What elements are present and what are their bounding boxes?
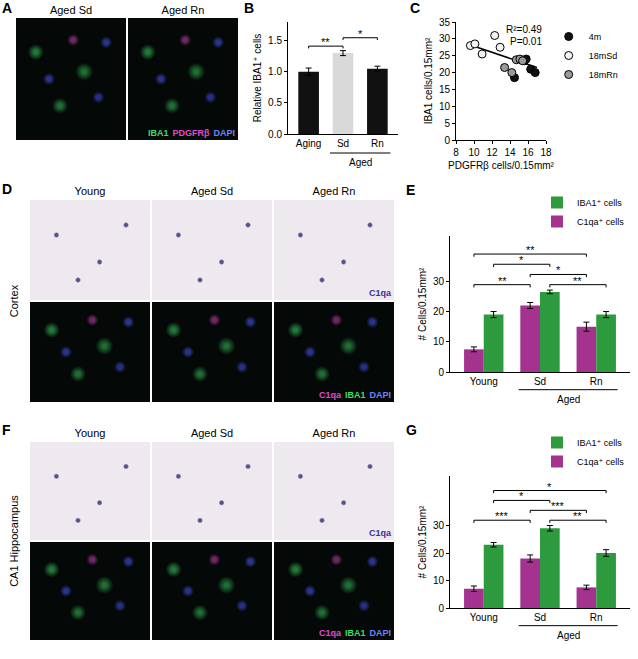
svg-text:**: ** (573, 275, 582, 287)
svg-text:Sd: Sd (534, 612, 546, 623)
svg-text:5: 5 (444, 118, 450, 129)
svg-text:1.0: 1.0 (268, 66, 282, 77)
svg-text:***: *** (495, 510, 509, 522)
html-text:C: C (410, 0, 421, 16)
svg-text:20: 20 (433, 548, 445, 559)
svg-text:30: 30 (433, 520, 445, 531)
html-text:Aged Sd: Aged Sd (190, 185, 234, 197)
svg-text:16: 16 (522, 147, 534, 158)
svg-text:Rn: Rn (590, 612, 603, 623)
svg-text:10: 10 (433, 336, 445, 347)
svg-text:IBA1⁺ cells: IBA1⁺ cells (577, 198, 622, 208)
svg-text:1.5: 1.5 (268, 35, 282, 46)
html-text:Young: Young (74, 185, 106, 197)
svg-text:Aged: Aged (557, 394, 580, 405)
svg-text:10: 10 (433, 575, 445, 586)
html-text:Aged Rn: Aged Rn (161, 4, 205, 16)
html-text:IBA1 PDGFRβ DAPI: IBA1 PDGFRβ DAPI (148, 128, 235, 138)
svg-text:**: ** (526, 244, 535, 256)
svg-text:Sd: Sd (534, 376, 546, 387)
html-text:E: E (406, 182, 416, 198)
svg-text:***: *** (551, 500, 565, 512)
svg-text:**: ** (498, 275, 507, 287)
svg-text:18mSd: 18mSd (589, 51, 618, 61)
svg-text:**: ** (321, 36, 330, 48)
svg-text:10: 10 (468, 147, 480, 158)
svg-text:IBA1 cells/0.15mm²: IBA1 cells/0.15mm² (423, 37, 434, 124)
html-text:Cortex: Cortex (8, 284, 20, 318)
svg-text:25: 25 (439, 50, 451, 61)
svg-text:Rn: Rn (371, 138, 384, 149)
svg-text:30: 30 (439, 33, 451, 44)
html-text:C1qa: C1qa (369, 288, 391, 298)
svg-text:*: * (547, 481, 552, 493)
svg-text:IBA1⁺ cells: IBA1⁺ cells (577, 438, 622, 448)
svg-text:*: * (519, 254, 524, 266)
svg-text:8: 8 (453, 147, 459, 158)
svg-text:*: * (358, 28, 363, 40)
html-text:Aged Rn: Aged Rn (312, 185, 356, 197)
svg-text:Aged: Aged (557, 630, 580, 641)
html-text:Aged Rn: Aged Rn (312, 427, 356, 439)
svg-text:*: * (556, 264, 561, 276)
svg-text:R²=0.49: R²=0.49 (506, 24, 542, 35)
svg-text:*: * (519, 490, 524, 502)
html-text:C1qa: C1qa (319, 390, 341, 400)
svg-text:35: 35 (439, 17, 451, 28)
svg-text:12: 12 (486, 147, 498, 158)
html-text:Aged Sd: Aged Sd (190, 427, 234, 439)
html-text:CA1 Hippocampus: CA1 Hippocampus (8, 495, 20, 587)
svg-text:Relative IBA1⁺ cells: Relative IBA1⁺ cells (252, 34, 263, 123)
svg-text:Young: Young (470, 612, 498, 623)
html-text:F: F (2, 422, 11, 438)
html-text:C1qa: C1qa (319, 628, 341, 638)
svg-text:4m: 4m (589, 32, 602, 42)
svg-text:10: 10 (439, 101, 451, 112)
svg-text:20: 20 (433, 306, 445, 317)
svg-text:14: 14 (504, 147, 516, 158)
svg-text:18: 18 (540, 147, 552, 158)
html-text:Aged Sd: Aged Sd (49, 4, 93, 16)
svg-text:Young: Young (470, 376, 498, 387)
svg-text:0: 0 (444, 135, 450, 146)
svg-text:30: 30 (433, 276, 445, 287)
svg-text:C1qa⁺ cells: C1qa⁺ cells (577, 217, 624, 227)
svg-text:18mRn: 18mRn (589, 70, 618, 80)
svg-text:15: 15 (439, 84, 451, 95)
svg-text:Sd: Sd (337, 138, 349, 149)
svg-text:# Cells/0.15mm²: # Cells/0.15mm² (417, 505, 428, 578)
html-text:Young: Young (74, 427, 106, 439)
svg-text:Aged: Aged (349, 157, 372, 168)
svg-text:P=0.01: P=0.01 (510, 36, 542, 47)
svg-text:Aging: Aging (296, 138, 322, 149)
svg-text:**: ** (573, 510, 582, 522)
html-text:B: B (244, 0, 255, 16)
svg-text:0: 0 (438, 367, 444, 378)
svg-text:0.0: 0.0 (268, 129, 282, 140)
svg-text:C1qa⁺ cells: C1qa⁺ cells (577, 457, 624, 467)
html-text:IBA1 DAPI: IBA1 DAPI (345, 390, 391, 400)
html-text:D: D (2, 181, 13, 197)
svg-text:0: 0 (438, 603, 444, 614)
svg-text:# Cells/0.15mm²: # Cells/0.15mm² (417, 267, 428, 340)
html-text:A: A (2, 0, 13, 16)
svg-text:20: 20 (439, 67, 451, 78)
html-text:G: G (406, 422, 417, 438)
html-text:C1qa: C1qa (369, 528, 391, 538)
svg-text:Rn: Rn (590, 376, 603, 387)
svg-text:0.5: 0.5 (268, 97, 282, 108)
html-text:IBA1 DAPI: IBA1 DAPI (345, 628, 391, 638)
svg-text:PDGFRβ cells/0.15mm²: PDGFRβ cells/0.15mm² (448, 160, 554, 171)
